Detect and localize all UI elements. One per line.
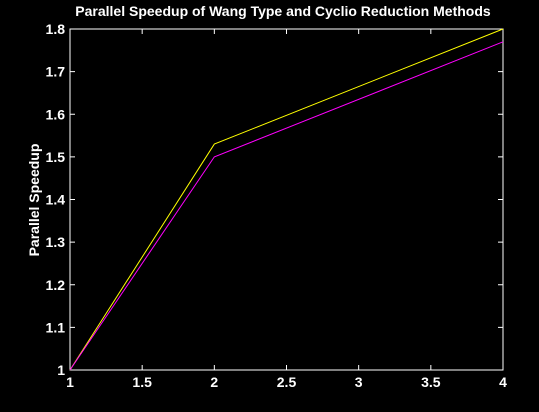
plot-frame: [69, 28, 504, 371]
y-tick-label: 1.7: [46, 64, 66, 80]
y-tick-label: 1.3: [46, 234, 66, 250]
x-tick-label: 3.5: [421, 374, 441, 390]
chart-title: Parallel Speedup of Wang Type and Cyclio…: [75, 3, 491, 19]
plot-axes: [69, 28, 504, 371]
x-tick-label: 4: [499, 374, 507, 390]
series-line-1: [69, 28, 504, 371]
y-tick-label: 1.8: [46, 21, 66, 37]
x-tick-label: 2.5: [277, 374, 297, 390]
x-tick-label: 2: [210, 374, 218, 390]
y-tick-label: 1.5: [46, 149, 66, 165]
y-axis-label: Parallel Speedup: [26, 144, 42, 257]
y-axis-ticks: 1 1.1 1.2 1.3 1.4 1.5 1.6 1.7 1.8: [46, 21, 503, 378]
x-tick-label: 1: [66, 374, 74, 390]
x-tick-label: 1.5: [132, 374, 152, 390]
y-tick-label: 1.1: [46, 319, 66, 335]
y-tick-label: 1: [57, 362, 65, 378]
y-tick-label: 1.2: [46, 277, 66, 293]
y-tick-label: 1.6: [46, 106, 66, 122]
x-axis-ticks: 1 1.5 2 2.5 3 3.5 4: [66, 29, 507, 390]
y-tick-label: 1.4: [46, 192, 66, 208]
x-tick-label: 3: [355, 374, 363, 390]
series-lines: [69, 28, 504, 371]
series-line-2: [69, 41, 504, 371]
